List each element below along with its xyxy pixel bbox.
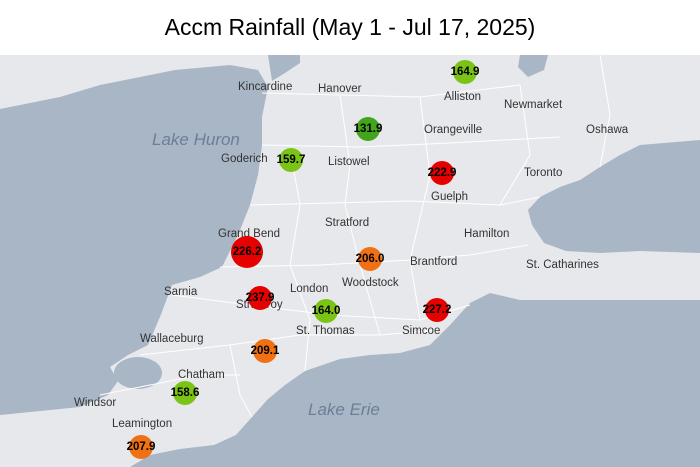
georgian-bay <box>268 55 300 81</box>
rainfall-marker-circle <box>358 247 382 271</box>
city-label-wallaceburg: Wallaceburg <box>140 333 204 345</box>
rainfall-value-label: 222.9 <box>428 167 457 179</box>
map-title: Accm Rainfall (May 1 - Jul 17, 2025) <box>164 14 536 40</box>
rainfall-value-label: 131.9 <box>354 123 383 135</box>
city-labels: Kincardine Hanover Alliston Newmarket Os… <box>74 81 629 430</box>
rainfall-value-label: 227.2 <box>423 304 452 316</box>
rainfall-marker-circle <box>279 148 303 172</box>
rainfall-marker-circle <box>248 286 272 310</box>
rainfall-value-label: 164.0 <box>312 305 341 317</box>
rainfall-value-label: 207.9 <box>127 441 156 453</box>
rainfall-marker: 226.2 <box>231 236 263 268</box>
city-label-woodstock: Woodstock <box>342 277 399 289</box>
city-label-st-thomas: St. Thomas <box>296 325 355 337</box>
lake-st-clair <box>114 357 162 389</box>
city-label-newmarket: Newmarket <box>504 99 563 111</box>
rainfall-marker: 237.9 <box>246 286 275 310</box>
city-label-hanover: Hanover <box>318 83 362 95</box>
city-label-grand-bend: Grand Bend <box>218 228 280 240</box>
rainfall-marker: 158.6 <box>171 381 200 405</box>
rainfall-marker-circle <box>425 298 449 322</box>
rainfall-marker: 222.9 <box>428 161 457 185</box>
city-label-hamilton: Hamilton <box>464 228 509 240</box>
rainfall-marker: 164.9 <box>451 60 480 84</box>
rainfall-value-label: 206.0 <box>356 253 385 265</box>
rainfall-value-label: 209.1 <box>251 345 280 357</box>
city-label-guelph: Guelph <box>431 191 468 203</box>
city-label-simcoe: Simcoe <box>402 325 440 337</box>
map-canvas: Lake Huron Lake Erie Kincardine Hanover … <box>0 55 700 467</box>
land-mass <box>0 55 700 467</box>
lake-simcoe <box>518 55 548 77</box>
rainfall-marker-circle <box>173 381 197 405</box>
rainfall-marker: 159.7 <box>277 148 306 172</box>
rainfall-value-label: 158.6 <box>171 387 200 399</box>
rainfall-marker: 227.2 <box>423 298 452 322</box>
rainfall-marker: 207.9 <box>127 435 156 459</box>
city-label-kincardine: Kincardine <box>238 81 292 93</box>
rainfall-marker-circle <box>129 435 153 459</box>
rainfall-marker-circle <box>314 299 338 323</box>
rainfall-marker-circle <box>231 236 263 268</box>
rainfall-markers: 164.9 131.9 159.7 222.9 226.2 206.0 237.9 164.0… <box>127 60 480 459</box>
rainfall-marker-circle <box>453 60 477 84</box>
lake-huron-label: Lake Huron <box>152 130 240 149</box>
rainfall-marker-circle <box>430 161 454 185</box>
city-label-goderich: Goderich <box>221 153 268 165</box>
city-label-brantford: Brantford <box>410 256 457 268</box>
city-label-leamington: Leamington <box>112 418 172 430</box>
rainfall-value-label: 164.9 <box>451 66 480 78</box>
city-label-alliston: Alliston <box>444 91 481 103</box>
rainfall-marker-circle <box>253 339 277 363</box>
city-label-london: London <box>290 283 328 295</box>
city-label-toronto: Toronto <box>524 167 562 179</box>
rainfall-marker: 164.0 <box>312 299 341 323</box>
city-label-windsor: Windsor <box>74 397 116 409</box>
city-label-oshawa: Oshawa <box>586 124 629 136</box>
city-label-chatham: Chatham <box>178 369 225 381</box>
rainfall-value-label: 226.2 <box>233 246 262 258</box>
rainfall-marker: 209.1 <box>251 339 280 363</box>
city-label-stratford: Stratford <box>325 217 369 229</box>
lake-erie-label: Lake Erie <box>308 400 380 419</box>
rainfall-marker: 206.0 <box>356 247 385 271</box>
city-label-orangeville: Orangeville <box>424 124 482 136</box>
rainfall-marker: 131.9 <box>354 117 383 141</box>
city-label-sarnia: Sarnia <box>164 286 198 298</box>
city-label-listowel: Listowel <box>328 156 370 168</box>
rainfall-value-label: 159.7 <box>277 154 306 166</box>
city-label-st-catharines: St. Catharines <box>526 259 599 271</box>
rainfall-marker-circle <box>356 117 380 141</box>
rainfall-value-label: 237.9 <box>246 292 275 304</box>
